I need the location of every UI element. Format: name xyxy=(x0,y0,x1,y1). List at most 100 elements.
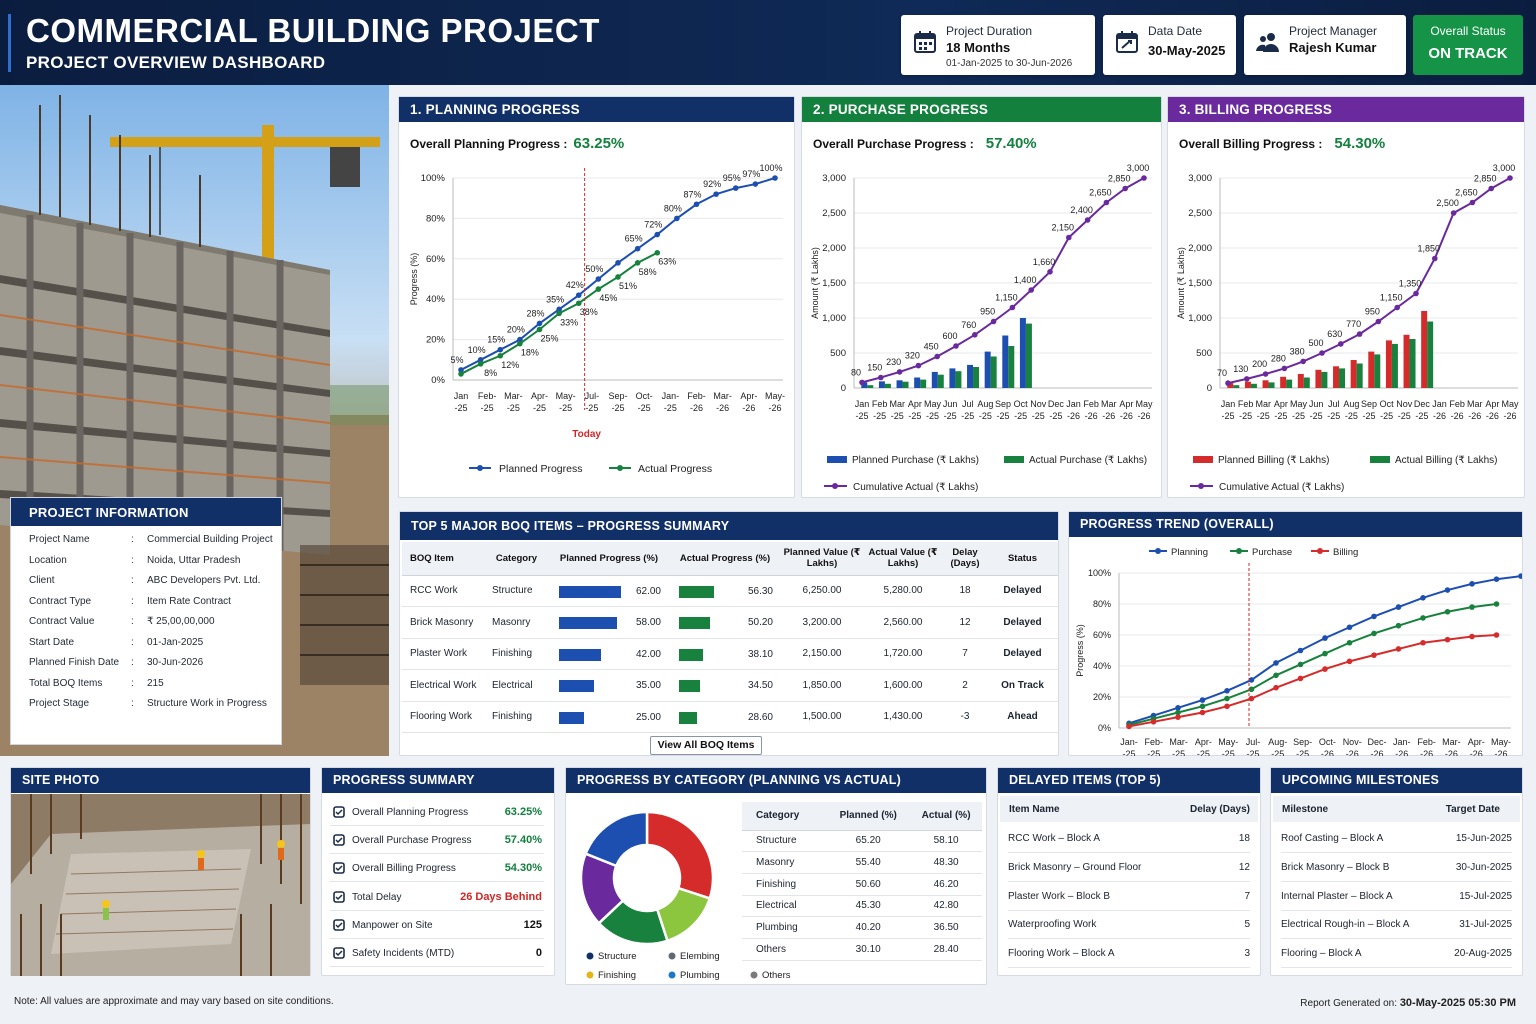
legend-item: Elembing xyxy=(680,951,720,962)
safety-icon xyxy=(333,947,345,959)
actual-progress-value: 50.20 xyxy=(747,617,773,628)
boq-category: Finishing xyxy=(484,701,549,733)
x-tick-label: -25 xyxy=(1049,411,1062,421)
x-tick-label: Aug- xyxy=(1268,737,1287,747)
purchase-overall-value: 57.40% xyxy=(985,135,1037,152)
boq-header-cell: Delay (Days) xyxy=(943,542,987,576)
x-tick-label: -25 xyxy=(1257,411,1270,421)
list-item-value: 20-Aug-2025 xyxy=(1454,948,1512,960)
legend-planned: Planned Progress xyxy=(499,463,582,475)
planning-title: 1. PLANNING PROGRESS xyxy=(399,97,794,122)
bar xyxy=(1233,385,1240,388)
x-tick-label: -26 xyxy=(1445,749,1458,756)
manager-value: Rajesh Kumar xyxy=(1289,40,1377,55)
legend-actual: Actual Billing (₹ Lakhs) xyxy=(1395,455,1498,466)
data-point xyxy=(1248,686,1255,693)
data-point xyxy=(556,310,562,317)
bar xyxy=(1250,383,1257,388)
category-header-cell: Planned (%) xyxy=(826,802,911,831)
data-label: 63% xyxy=(658,257,676,267)
data-point xyxy=(1322,635,1328,641)
x-tick-label: Apr- xyxy=(1195,737,1212,747)
data-point xyxy=(1420,639,1426,646)
y-tick-label: 0% xyxy=(431,375,445,386)
boq-header-cell: Actual Progress (%) xyxy=(669,542,781,576)
x-tick-label: -25 xyxy=(944,411,957,421)
x-tick-label: Sep- xyxy=(1293,737,1312,747)
actual-value: 5,280.00 xyxy=(863,575,943,607)
x-tick-label: Jan- xyxy=(1393,737,1411,747)
data-point xyxy=(1322,666,1328,672)
category-cell: Electrical xyxy=(742,895,827,918)
data-point xyxy=(1375,318,1382,325)
data-point xyxy=(1028,287,1034,293)
y-tick-label: 2,000 xyxy=(822,243,846,254)
boq-header-cell: Planned Value (₹ Lakhs) xyxy=(781,542,863,576)
data-point xyxy=(1273,684,1279,691)
legend-item: Billing xyxy=(1333,547,1358,558)
legend-swatch-planned xyxy=(1193,456,1213,463)
data-label: 72% xyxy=(644,220,662,230)
x-tick-label: Nov- xyxy=(1343,737,1362,747)
data-label: 35% xyxy=(546,294,564,304)
bar xyxy=(1002,335,1009,388)
list-item: Internal Plaster – Block A 15-Jul-2025 xyxy=(1281,882,1512,911)
boq-header-cell: Actual Value (₹ Lakhs) xyxy=(863,542,943,576)
data-point xyxy=(1346,658,1353,665)
bar xyxy=(884,383,891,388)
data-label: 1,150 xyxy=(1380,293,1403,303)
list-item-name: Internal Plaster – Block A xyxy=(1281,890,1393,902)
data-label: 1,150 xyxy=(995,293,1018,303)
data-point xyxy=(1371,630,1377,637)
page-subtitle: PROJECT OVERVIEW DASHBOARD xyxy=(26,53,326,72)
y-tick-label: 80% xyxy=(426,213,446,224)
category-cell: 45.30 xyxy=(826,895,911,918)
planning-overall: Overall Planning Progress : 63.25% xyxy=(410,135,624,152)
series-line xyxy=(1227,177,1511,385)
x-tick-label: -26 xyxy=(1370,749,1383,756)
x-tick-label: -26 xyxy=(1346,749,1359,756)
data-point xyxy=(1346,624,1353,631)
x-tick-label: -25 xyxy=(1271,749,1284,756)
boq-title: TOP 5 MAJOR BOQ ITEMS – PROGRESS SUMMARY xyxy=(400,512,1058,540)
x-tick-label: Sep xyxy=(995,399,1011,409)
data-point xyxy=(595,286,602,292)
x-tick-label: -25 xyxy=(1415,411,1428,421)
x-tick-label: May xyxy=(1501,399,1519,409)
project-info-key: Contract Type xyxy=(29,595,92,607)
x-tick-label: Feb xyxy=(872,399,888,409)
boq-category: Structure xyxy=(484,575,549,607)
data-point xyxy=(477,361,484,367)
data-date-label: Data Date xyxy=(1148,24,1203,38)
data-point xyxy=(878,374,884,381)
overall-status-card: Overall Status ON TRACK xyxy=(1413,15,1523,75)
data-point xyxy=(1199,697,1206,703)
legend-swatch-actual xyxy=(1004,456,1024,463)
bar xyxy=(931,371,938,388)
bar xyxy=(1409,339,1416,388)
category-cell: 50.60 xyxy=(826,873,911,896)
calendar-check-icon xyxy=(1116,31,1138,53)
view-all-boq-button[interactable]: View All BOQ Items xyxy=(650,736,762,755)
y-tick-label: 500 xyxy=(1196,348,1212,359)
project-info-value: 01-Jan-2025 xyxy=(147,636,204,648)
boq-table: BOQ Item Category Planned Progress (%) Actu… xyxy=(402,542,1058,733)
x-tick-label: -26 xyxy=(1102,411,1115,421)
list-item-name: RCC Work – Block A xyxy=(1008,833,1101,844)
planned-progress-value: 25.00 xyxy=(635,711,661,723)
purchase-overall: Overall Purchase Progress : 57.40% xyxy=(813,135,1037,152)
actual-progress-cell: 56.30 xyxy=(669,575,781,607)
data-point xyxy=(654,249,661,256)
data-label: 630 xyxy=(1327,329,1342,339)
x-tick-label: -26 xyxy=(1137,411,1150,421)
legend-dot xyxy=(832,483,838,489)
y-tick-label: 100% xyxy=(1088,568,1111,578)
x-tick-label: Jun xyxy=(1309,399,1324,409)
x-tick-label: -25 xyxy=(507,403,520,413)
x-tick-label: May xyxy=(1290,399,1308,409)
boq-header-cell: Planned Progress (%) xyxy=(549,542,669,576)
manager-label: Project Manager xyxy=(1289,24,1378,38)
list-item-name: Brick Masonry – Block B xyxy=(1281,861,1390,873)
list-item-value: 5 xyxy=(1244,919,1250,931)
y-axis-label: Progress (%) xyxy=(1075,624,1085,677)
